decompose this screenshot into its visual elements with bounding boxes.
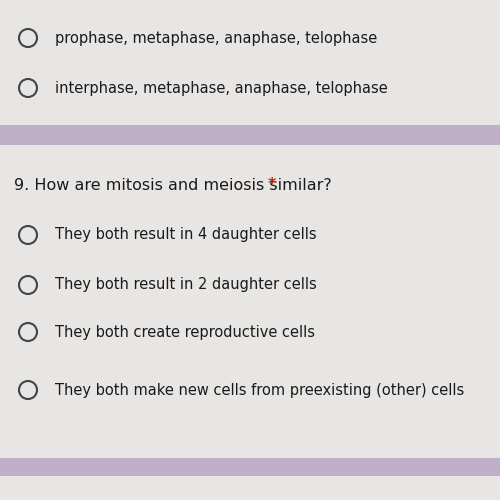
Text: prophase, metaphase, anaphase, telophase: prophase, metaphase, anaphase, telophase — [55, 30, 378, 46]
Bar — [0, 145, 500, 458]
Bar — [0, 0, 500, 125]
Bar — [0, 458, 500, 476]
Text: They both result in 2 daughter cells: They both result in 2 daughter cells — [55, 278, 317, 292]
Bar — [0, 125, 500, 145]
Bar — [0, 476, 500, 500]
Text: 9. How are mitosis and meiosis similar?: 9. How are mitosis and meiosis similar? — [14, 178, 337, 192]
Text: interphase, metaphase, anaphase, telophase: interphase, metaphase, anaphase, telopha… — [55, 80, 388, 96]
Text: They both make new cells from preexisting (other) cells: They both make new cells from preexistin… — [55, 382, 464, 398]
Text: They both result in 4 daughter cells: They both result in 4 daughter cells — [55, 228, 316, 242]
Text: *: * — [268, 178, 276, 192]
Text: They both create reproductive cells: They both create reproductive cells — [55, 324, 315, 340]
